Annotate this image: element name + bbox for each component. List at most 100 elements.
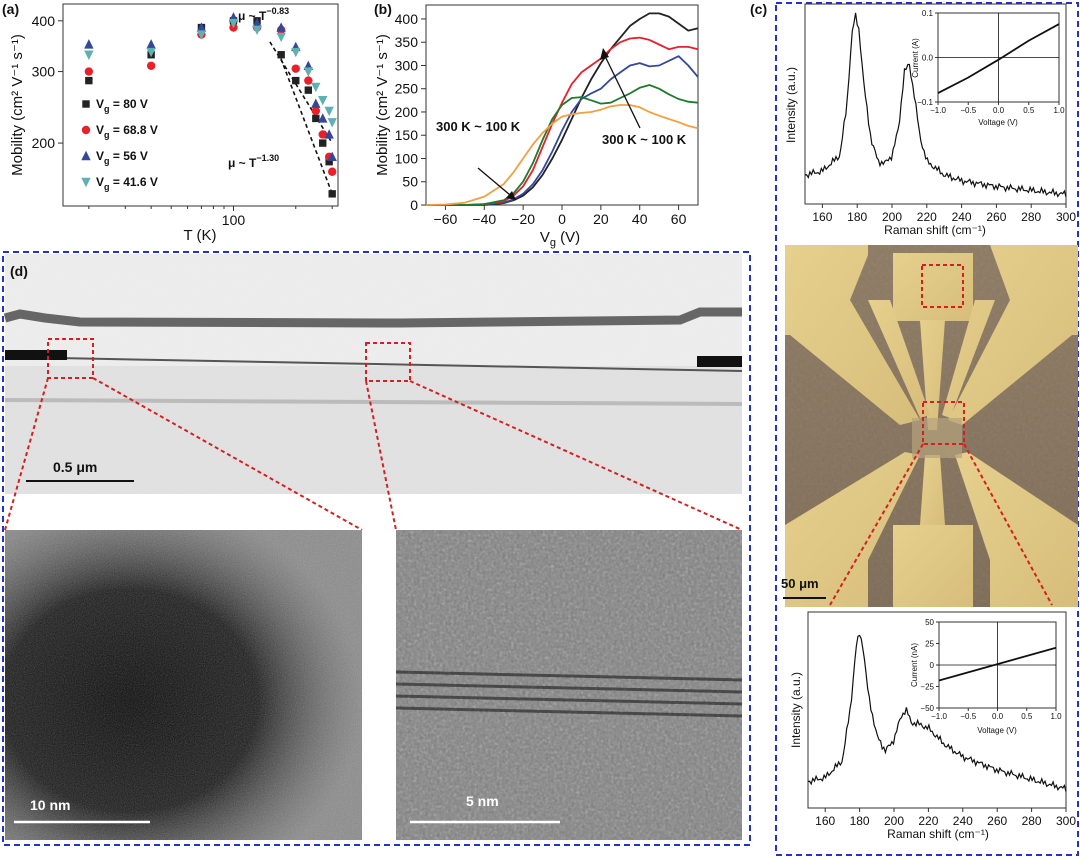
panel-a-point <box>84 39 94 49</box>
hrtem-fringe-line <box>395 694 743 706</box>
panel-c-bottom-inset-iv-line <box>938 646 1057 682</box>
panel-a-markers <box>84 12 337 198</box>
panel-b-arrow-right <box>602 51 641 129</box>
panel-b-chart: (b) −60 −40 −20 0 20 40 60 0 50 100 150 200 250 300 35… <box>374 1 699 249</box>
panel-a-point <box>304 86 313 94</box>
panel-b-arrowhead-right <box>600 48 609 60</box>
panel-c-top-axes: 160 180 200 220 240 260 280 300 <box>812 204 1076 224</box>
optical-bottom-right-electrode <box>955 452 1078 607</box>
panel-c-bottom-axes: 160 180 200 220 240 260 280 300 <box>815 808 1076 828</box>
panel-a-fit-line <box>277 51 333 195</box>
panel-a-legend: Vg = 80 V Vg = 68.8 V Vg = 56 V Vg = 41.6 V <box>81 97 158 192</box>
panel-a-point <box>85 76 93 85</box>
tem-overview-right-electrode <box>697 356 742 367</box>
panel-a-annotation-1: μ ~ T−0.83 <box>238 6 289 23</box>
panel-c-bottom-xtick-label: 260 <box>987 814 1007 828</box>
optical-top-left-lead <box>868 300 930 418</box>
panel-a-legend-label: Vg = 80 V <box>96 97 148 114</box>
panel-a-axes: 100 200 300 400 <box>32 13 333 228</box>
panel-c-top-inset-xtick-label: 0.5 <box>1023 106 1035 115</box>
panel-a-point <box>304 76 313 85</box>
panel-c-bottom-xlabel: Raman shift (cm⁻¹) <box>887 827 989 841</box>
panel-a-point <box>291 47 301 58</box>
panel-c-top-xtick-label: 180 <box>847 210 867 224</box>
panel-b-ytick-label: 400 <box>395 11 419 27</box>
panel-c-bottom-inset-xlabel: Voltage (V) <box>977 726 1017 735</box>
panel-a-point <box>324 106 334 117</box>
panel-c-top-ylabel: Intensity (a.u.) <box>784 67 798 143</box>
panel-c-bottom-inset-ytick-label: 25 <box>925 640 934 649</box>
panel-a-point <box>318 96 328 106</box>
panel-c-bottom-inset-ytick-label: −25 <box>920 683 934 692</box>
panel-b-annotation-left: 300 K ~ 100 K <box>436 119 521 134</box>
panel-b-xtick-label: 60 <box>671 211 687 227</box>
panel-b-axes: −60 −40 −20 0 20 40 60 0 50 100 150 200 250 300 350 400 <box>395 11 687 227</box>
optical-bottom-center-pad <box>893 525 973 607</box>
optical-top-center-pad <box>893 253 973 321</box>
panel-a-point <box>311 82 321 93</box>
panel-a-point <box>196 30 207 40</box>
tem-overview-grain <box>5 254 742 494</box>
tem-overview-left-electrode <box>5 350 67 360</box>
panel-a-ylabel: Mobility (cm² V⁻¹ s⁻¹) <box>9 34 26 176</box>
optical-bottom-left-electrode <box>785 452 920 607</box>
panel-c-top-xtick-label: 160 <box>812 210 832 224</box>
panel-b-xtick-label: 20 <box>593 211 609 227</box>
panel-c-bottom-iv-inset: Current (nA) Voltage (V) −1.0 −0.5 0.0 0.5 1… <box>910 618 1062 735</box>
panel-c-bottom-xtick-label: 200 <box>884 814 904 828</box>
optical-top-right-lead <box>942 300 995 418</box>
optical-zoom-line-right <box>963 443 1053 606</box>
tem-zoom-line-left-b <box>92 377 363 531</box>
panel-a-point <box>328 190 336 198</box>
panel-c-bottom-inset-xtick-label: 0.0 <box>992 712 1004 721</box>
panel-c-top-inset-ylabel: Current (A) <box>911 38 920 78</box>
panel-c-top-inset-xlabel: Voltage (V) <box>978 118 1018 127</box>
panel-a-legend-marker <box>81 150 91 161</box>
panel-a-point <box>328 167 337 176</box>
panel-c-top-inset-marks: −1.0 −0.5 0.0 0.5 1.0 −0.1 0.0 0.1 <box>917 9 1065 115</box>
panel-c-top-inset-ytick-label: 0.1 <box>922 9 934 18</box>
panel-a-point <box>146 39 156 49</box>
panel-c-bottom-raman: 160 180 200 220 240 260 280 300 Intensity (a.u.… <box>789 611 1076 841</box>
panel-a-point <box>277 51 285 59</box>
panel-c-bottom-ylabel: Intensity (a.u.) <box>789 672 803 748</box>
panel-c-bottom-inset-xtick-label: −0.5 <box>960 712 976 721</box>
panel-a-point <box>303 67 314 77</box>
optical-top-right-electrode <box>948 245 1078 425</box>
panel-b-series-line <box>426 84 699 206</box>
panel-b-series <box>425 12 699 206</box>
panel-b-letter: (b) <box>374 1 392 17</box>
tem-zoom-line-left-a <box>4 377 49 531</box>
panel-b-xlabel: Vg (V) <box>540 229 580 249</box>
panel-c-top-raman: 160 180 200 220 240 260 280 300 Intensity (a.u.… <box>784 3 1076 237</box>
panel-a-legend-label: Vg = 41.6 V <box>96 175 158 192</box>
tem-overview-interface <box>4 398 743 406</box>
panel-b-annotation-right: 300 K ~ 100 K <box>602 132 687 147</box>
panel-b-ytick-label: 0 <box>410 197 418 213</box>
tem-overview-zoom-box-right <box>365 342 411 382</box>
panel-a-ytick-label: 300 <box>32 64 56 80</box>
panel-c-bottom-inset-ytick-label: 50 <box>925 618 934 627</box>
tem-zoom-line-right-a <box>365 380 397 531</box>
panel-c-top-inset-xtick-label: −0.5 <box>960 106 976 115</box>
panel-a-legend-label: Vg = 56 V <box>96 149 148 166</box>
panel-c-bottom-xtick-label: 300 <box>1056 814 1076 828</box>
panel-c-bottom-frame <box>807 611 1067 809</box>
hrtem-left-grain <box>5 530 362 840</box>
panel-c-top-inset-ytick-label: 0.0 <box>922 54 934 63</box>
panel-c-dashed-frame <box>775 2 1079 856</box>
panel-c-top-xtick-label: 220 <box>917 210 937 224</box>
panel-b-xtick-label: 40 <box>632 211 648 227</box>
panel-c-bottom-inset-xtick-label: −1.0 <box>931 712 947 721</box>
panel-b-series-line <box>426 36 699 206</box>
panel-a-point <box>84 50 94 60</box>
panel-a-point <box>319 139 327 147</box>
panel-a-point <box>252 17 262 28</box>
panel-a-point <box>84 67 94 76</box>
panel-c-bottom-inset-xtick-label: 0.5 <box>1021 712 1033 721</box>
panel-a-fit-line <box>269 41 333 144</box>
panel-c: (c) 160 180 200 220 240 260 280 300 Intensity (… <box>750 1 1079 856</box>
panel-a-point <box>324 129 334 139</box>
